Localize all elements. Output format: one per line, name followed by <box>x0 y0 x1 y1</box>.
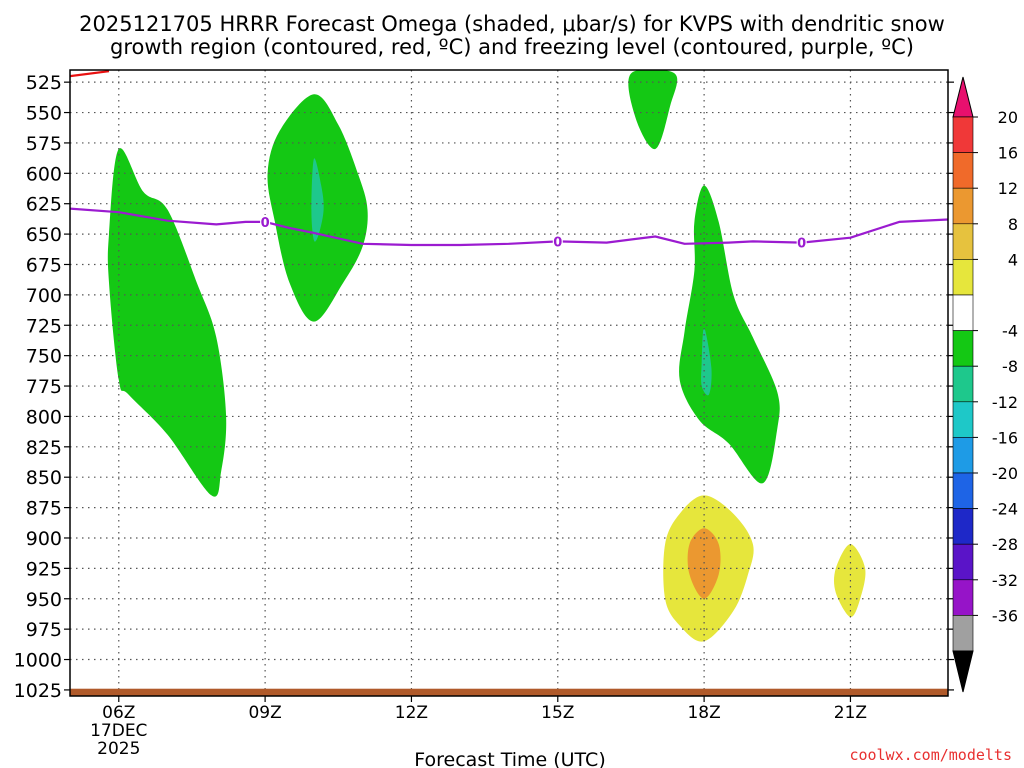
colorbar-bottom-arrow <box>952 650 974 693</box>
freezing-level-line <box>70 207 948 247</box>
colorbar: 20 16 12 8 4 -4 -8 -12 -16 -20 -24 -28 -32 -36 <box>952 76 1018 693</box>
colorbar-label: 4 <box>1008 250 1018 269</box>
colorbar-segment-4 <box>952 223 974 260</box>
y-tick-label: 775 <box>26 376 62 398</box>
plot-area: 0 0 0 <box>70 70 948 696</box>
colorbar-segment-7 <box>952 330 974 367</box>
green-region-18z <box>679 185 780 484</box>
teal-region-18z <box>701 327 712 396</box>
orange-region-18z <box>687 528 721 599</box>
y-tick-label: 625 <box>26 194 62 216</box>
dgz-contour-line <box>70 70 110 78</box>
y-tick-label: 950 <box>26 589 62 611</box>
colorbar-label: -20 <box>992 464 1018 483</box>
colorbar-label: -16 <box>992 428 1018 447</box>
chart-title-line1: 2025121705 HRRR Forecast Omega (shaded, … <box>79 12 945 36</box>
y-tick-label: 550 <box>26 103 62 125</box>
colorbar-segment-3 <box>952 187 974 225</box>
colorbar-label: -8 <box>1002 357 1018 376</box>
y-tick-label: 1025 <box>14 680 62 702</box>
teal-region-10z <box>311 158 324 242</box>
x-axis-label: Forecast Time (UTC) <box>414 749 605 768</box>
colorbar-segment-5 <box>952 259 974 296</box>
y-tick-label: 825 <box>26 437 62 459</box>
colorbar-segment-6 <box>952 294 974 331</box>
y-tick-label: 675 <box>26 254 62 276</box>
x-tick-label: 15Z <box>541 703 574 723</box>
freezing-label-bg-0 <box>260 214 271 229</box>
freezing-label-bg-1 <box>552 234 563 249</box>
yellow-region-21z <box>834 544 866 618</box>
credit-text: coolwx.com/modelts <box>849 746 1012 764</box>
y-tick-label: 575 <box>26 133 62 155</box>
colorbar-segment-15 <box>952 615 974 652</box>
colorbar-label: -36 <box>992 606 1018 625</box>
colorbar-segment-11 <box>952 472 974 509</box>
colorbar-segment-1 <box>952 116 974 153</box>
colorbar-label: -32 <box>992 571 1018 590</box>
y-tick-label: 600 <box>26 163 62 185</box>
freezing-level-label: 0 <box>797 237 806 252</box>
freezing-label-bg-2 <box>796 235 807 250</box>
green-region-06z <box>107 148 227 497</box>
y-tick-label: 900 <box>26 528 62 550</box>
y-tick-label: 875 <box>26 498 62 520</box>
colorbar-segment-12 <box>952 508 974 545</box>
x-tick-label: 21Z <box>834 703 867 723</box>
y-tick-label: 650 <box>26 224 62 246</box>
x-tick-label: 06Z <box>102 703 135 723</box>
colorbar-segment-8 <box>952 365 974 403</box>
colorbar-segment-9 <box>952 401 974 438</box>
x-tick-year-label: 2025 <box>97 739 140 759</box>
y-tick-label: 700 <box>26 285 62 307</box>
colorbar-label: -28 <box>992 535 1018 554</box>
y-tick-label: 750 <box>26 346 62 368</box>
green-region-17z <box>628 70 678 150</box>
colorbar-label: 20 <box>998 108 1018 127</box>
chart-title-line2: growth region (contoured, red, ºC) and f… <box>110 35 914 59</box>
colorbar-segment-13 <box>952 543 974 581</box>
freezing-level-label: 0 <box>261 216 270 231</box>
colorbar-label: 16 <box>998 144 1018 163</box>
x-tick-label: 09Z <box>248 703 281 723</box>
y-tick-label: 725 <box>26 315 62 337</box>
y-tick-label: 975 <box>26 619 62 641</box>
pressure-axis: 525 550 575 600 625 650 675 700 725 750 775 800 825 8… <box>14 72 954 702</box>
y-tick-label: 925 <box>26 558 62 580</box>
y-tick-label: 850 <box>26 467 62 489</box>
colorbar-top-arrow <box>952 76 974 118</box>
y-tick-label: 525 <box>26 72 62 94</box>
x-tick-label: 18Z <box>687 703 720 723</box>
colorbar-segment-2 <box>952 152 974 189</box>
plot-frame <box>69 69 949 697</box>
ground-strip <box>70 688 948 696</box>
y-tick-label: 1000 <box>14 650 62 672</box>
x-tick-date-label: 17DEC <box>90 721 147 741</box>
colorbar-label: -4 <box>1002 322 1018 341</box>
colorbar-label: -12 <box>992 393 1018 412</box>
contour-lines: 0 0 0 <box>70 70 948 252</box>
y-tick-label: 800 <box>26 406 62 428</box>
ground-fill <box>70 688 948 696</box>
colorbar-label: 8 <box>1008 215 1018 234</box>
colorbar-segment-14 <box>952 579 974 616</box>
freezing-level-label: 0 <box>553 235 562 250</box>
colorbar-segment-10 <box>952 437 974 474</box>
colorbar-label: -24 <box>992 500 1018 519</box>
colorbar-label: 12 <box>998 179 1018 198</box>
x-tick-label: 12Z <box>395 703 428 723</box>
